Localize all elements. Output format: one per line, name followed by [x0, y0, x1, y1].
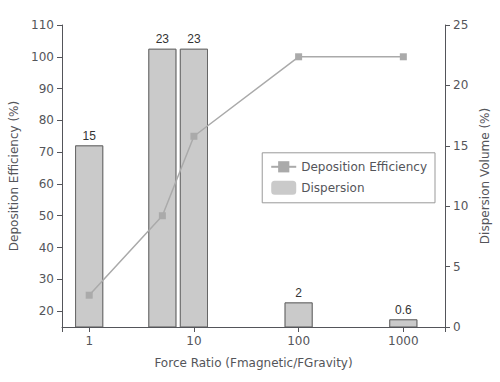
svg-text:23: 23 [187, 32, 201, 46]
svg-text:10: 10 [186, 334, 201, 348]
svg-text:23: 23 [156, 32, 170, 46]
svg-text:Force Ratio (Fmagnetic/FGravit: Force Ratio (Fmagnetic/FGravity) [154, 356, 352, 370]
svg-text:60: 60 [39, 177, 54, 191]
svg-text:0.6: 0.6 [395, 303, 412, 317]
svg-text:20: 20 [39, 304, 54, 318]
svg-text:20: 20 [453, 78, 468, 92]
svg-text:Deposition Efficiency: Deposition Efficiency [301, 160, 427, 174]
svg-text:30: 30 [39, 272, 54, 286]
svg-text:80: 80 [39, 113, 54, 127]
svg-text:15: 15 [453, 139, 468, 153]
svg-text:25: 25 [453, 18, 468, 32]
svg-text:5: 5 [453, 260, 461, 274]
svg-text:2: 2 [295, 286, 302, 300]
svg-text:70: 70 [39, 145, 54, 159]
svg-text:40: 40 [39, 241, 54, 255]
svg-text:50: 50 [39, 209, 54, 223]
svg-text:1000: 1000 [388, 334, 419, 348]
svg-text:90: 90 [39, 82, 54, 96]
svg-text:100: 100 [31, 50, 54, 64]
svg-text:110: 110 [31, 18, 54, 32]
svg-text:10: 10 [453, 199, 468, 213]
svg-text:Dispersion: Dispersion [301, 181, 364, 195]
svg-text:0: 0 [453, 320, 461, 334]
svg-text:Dispersion Volume (%): Dispersion Volume (%) [478, 108, 492, 244]
svg-text:100: 100 [287, 334, 310, 348]
svg-text:15: 15 [83, 129, 97, 143]
svg-text:1: 1 [85, 334, 93, 348]
svg-text:Deposition Efficiency (%): Deposition Efficiency (%) [7, 101, 21, 251]
